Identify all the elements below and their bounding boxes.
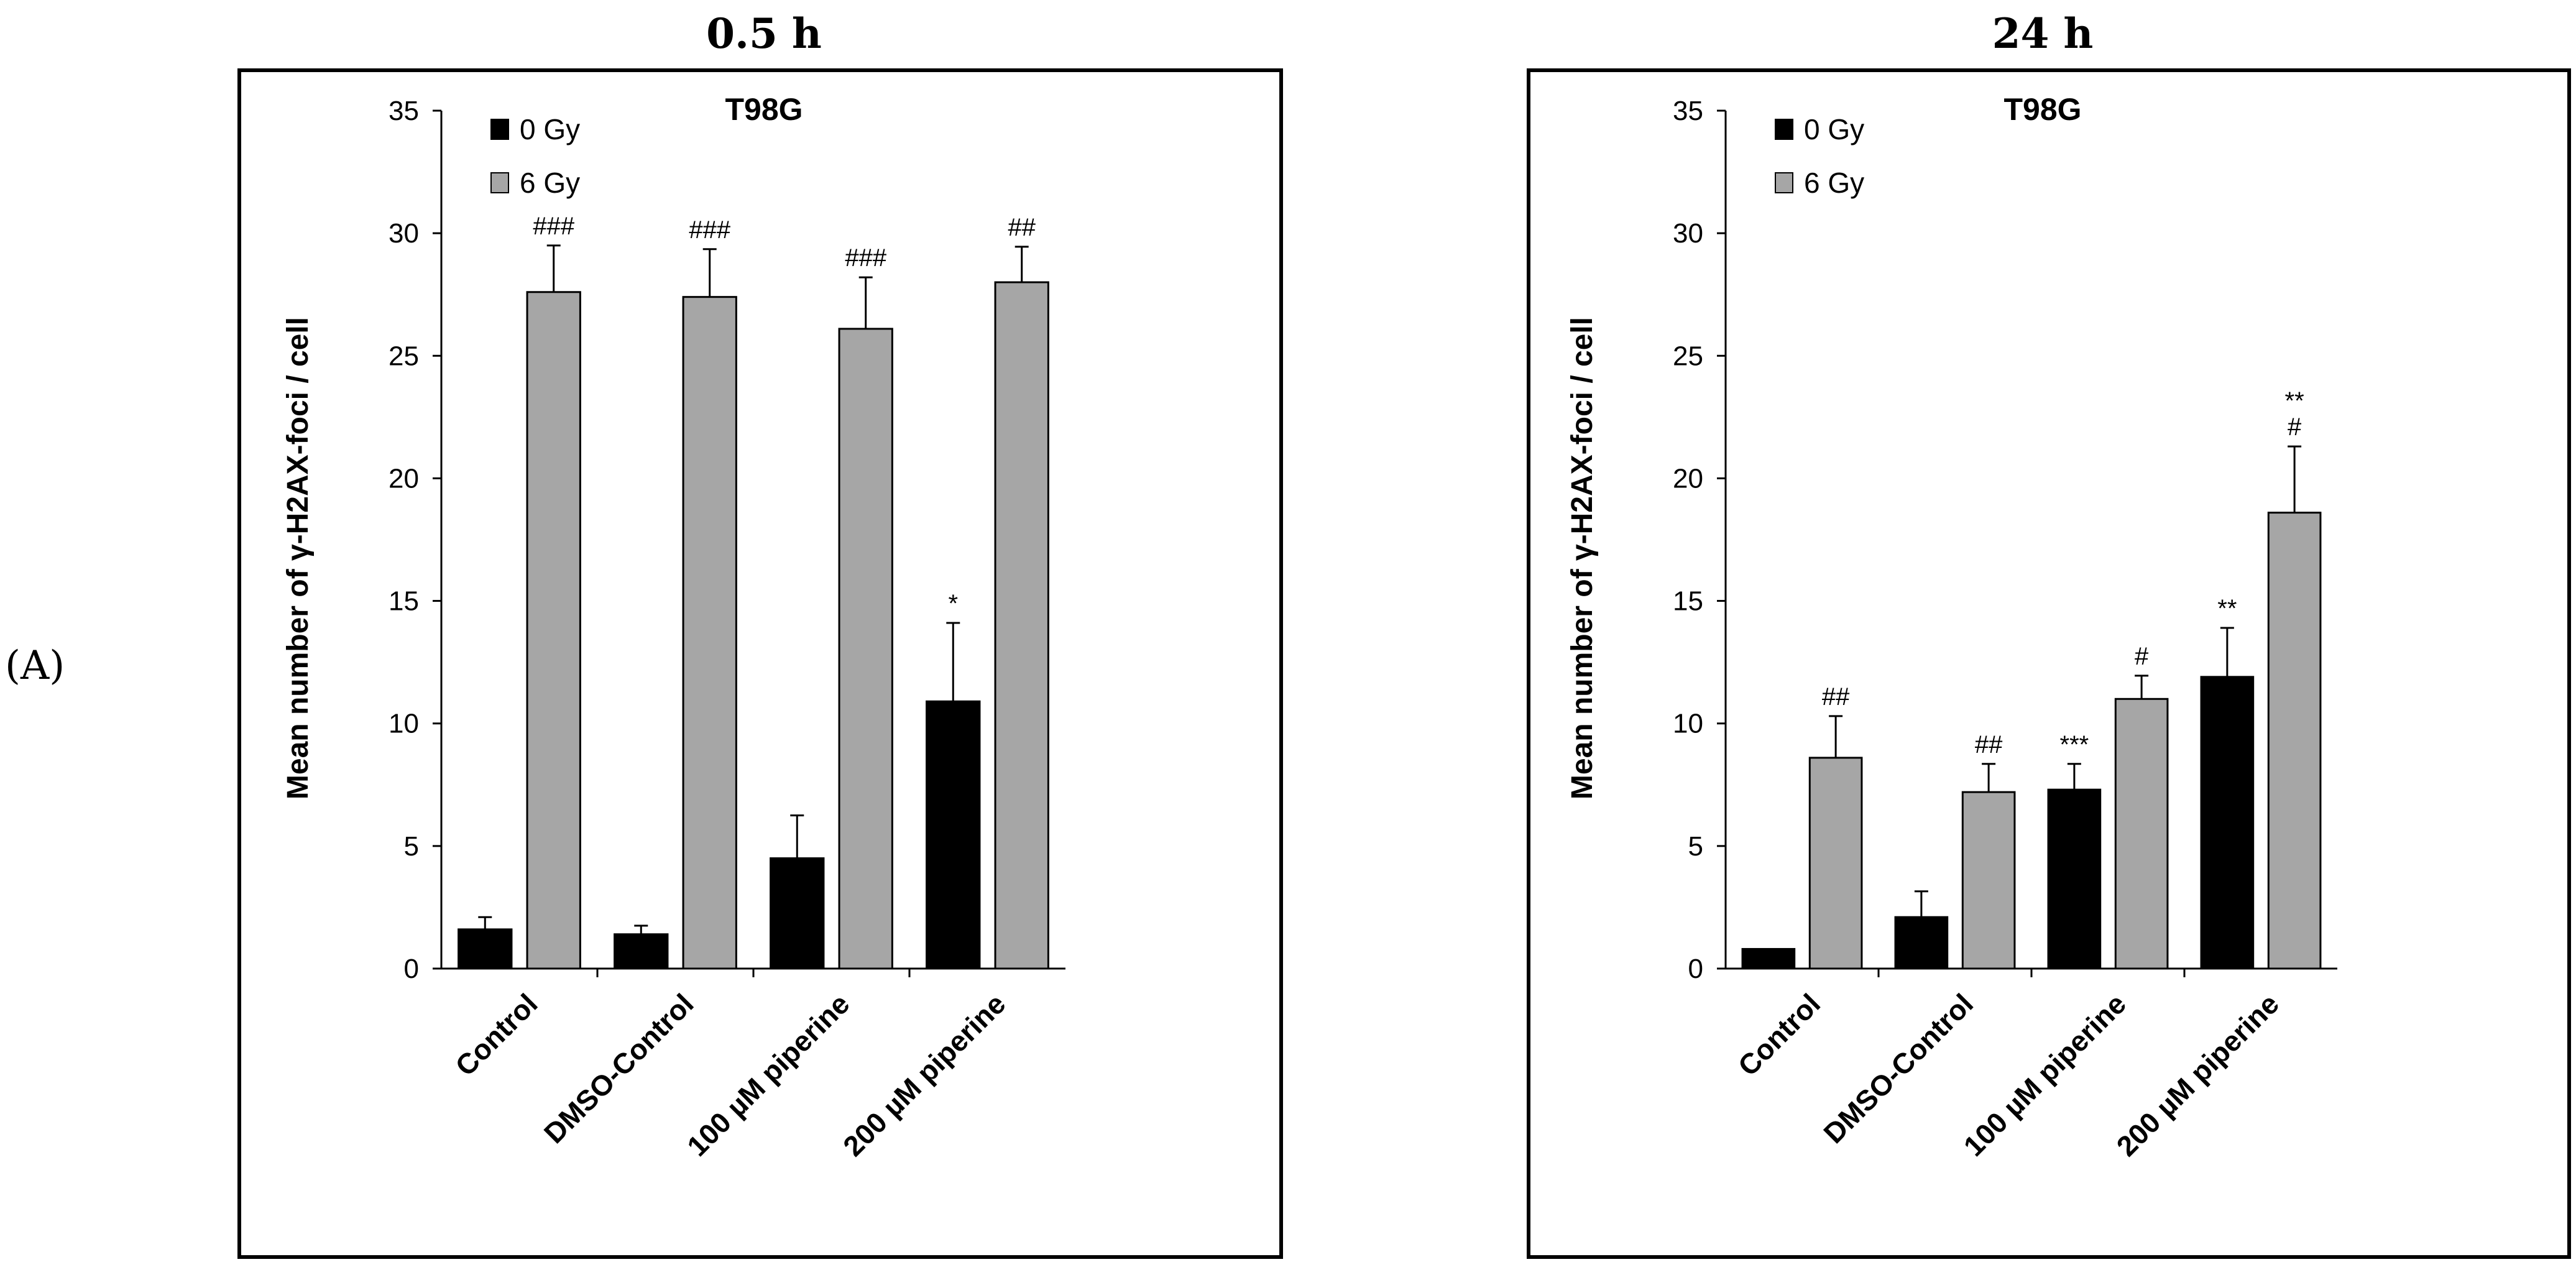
legend-label: 0 Gy	[520, 113, 580, 145]
chart-title: 24 h	[1992, 9, 2094, 58]
y-tick-label: 0	[1688, 954, 1703, 984]
bar	[2114, 698, 2169, 970]
y-tick-label: 15	[1673, 586, 1703, 617]
y-tick-label: 10	[1673, 709, 1703, 739]
bar	[2047, 788, 2102, 970]
y-tick-label: 5	[404, 831, 419, 862]
chart-frame	[237, 68, 1283, 1259]
bar	[1894, 916, 1949, 970]
y-tick-label: 25	[1673, 341, 1703, 371]
bar	[838, 328, 893, 970]
significance-annotation: ** #	[2285, 387, 2304, 441]
bar	[2267, 512, 2322, 970]
chart-frame	[1527, 68, 2571, 1259]
chart-subtitle: T98G	[725, 92, 803, 127]
y-tick-label: 30	[389, 218, 419, 249]
significance-annotation: ##	[1008, 214, 1036, 241]
legend-swatch	[1775, 119, 1793, 140]
legend-swatch	[490, 119, 509, 140]
chart-1: 24 h T98G 0 5 10 15 20 25 30 35 Mean number of γ-H…	[1527, 9, 2571, 1259]
bar	[770, 857, 825, 970]
significance-annotation: ##	[1822, 683, 1850, 711]
bar	[994, 281, 1049, 970]
bar	[614, 933, 669, 970]
y-tick-label: 35	[1673, 96, 1703, 126]
bar	[1741, 947, 1796, 970]
significance-annotation: ###	[689, 216, 730, 244]
significance-annotation: #	[2135, 643, 2149, 670]
legend-swatch	[1775, 172, 1793, 193]
bar	[2200, 676, 2255, 970]
x-tick-label: DMSO-Control	[538, 987, 700, 1149]
x-tick-label: 100 µM piperine	[681, 987, 855, 1162]
chart-title: 0.5 h	[706, 9, 822, 58]
y-tick-label: 35	[389, 96, 419, 126]
y-tick-label: 20	[1673, 463, 1703, 494]
bar	[1961, 791, 2016, 970]
chart-0: 0.5 h T98G 0 5 10 15 20 25 30 35 Mean number of γ-…	[237, 9, 1283, 1259]
panel-label: (A)	[5, 643, 65, 689]
significance-annotation: *	[948, 590, 958, 617]
legend-label: 6 Gy	[520, 167, 580, 199]
bar	[1808, 757, 1863, 970]
bar	[926, 700, 981, 970]
x-tick-label: DMSO-Control	[1817, 987, 1979, 1149]
x-tick-label: Control	[449, 987, 543, 1082]
chart-subtitle: T98G	[2003, 92, 2081, 127]
x-tick-label: 200 µM piperine	[837, 987, 1011, 1162]
legend-swatch	[490, 172, 509, 193]
y-axis-label: Mean number of γ-H2AX-foci / cell	[282, 317, 315, 799]
significance-annotation: ***	[2060, 731, 2089, 758]
significance-annotation: **	[2217, 595, 2237, 622]
bar	[682, 296, 737, 970]
significance-annotation: ##	[1975, 731, 2003, 758]
y-tick-label: 0	[404, 954, 419, 984]
significance-annotation: ###	[845, 244, 886, 272]
legend-label: 6 Gy	[1804, 167, 1864, 199]
y-tick-label: 5	[1688, 831, 1703, 862]
y-tick-label: 20	[389, 463, 419, 494]
bar	[458, 928, 513, 970]
significance-annotation: ###	[533, 213, 574, 240]
y-tick-label: 30	[1673, 218, 1703, 249]
y-tick-label: 15	[389, 586, 419, 617]
x-tick-label: 100 µM piperine	[1957, 987, 2132, 1162]
y-axis-label: Mean number of γ-H2AX-foci / cell	[1566, 317, 1599, 799]
bar	[526, 291, 581, 970]
x-tick-label: Control	[1732, 987, 1826, 1082]
y-tick-label: 25	[389, 341, 419, 371]
x-tick-label: 200 µM piperine	[2110, 987, 2285, 1162]
legend-label: 0 Gy	[1804, 113, 1864, 145]
y-tick-label: 10	[389, 709, 419, 739]
